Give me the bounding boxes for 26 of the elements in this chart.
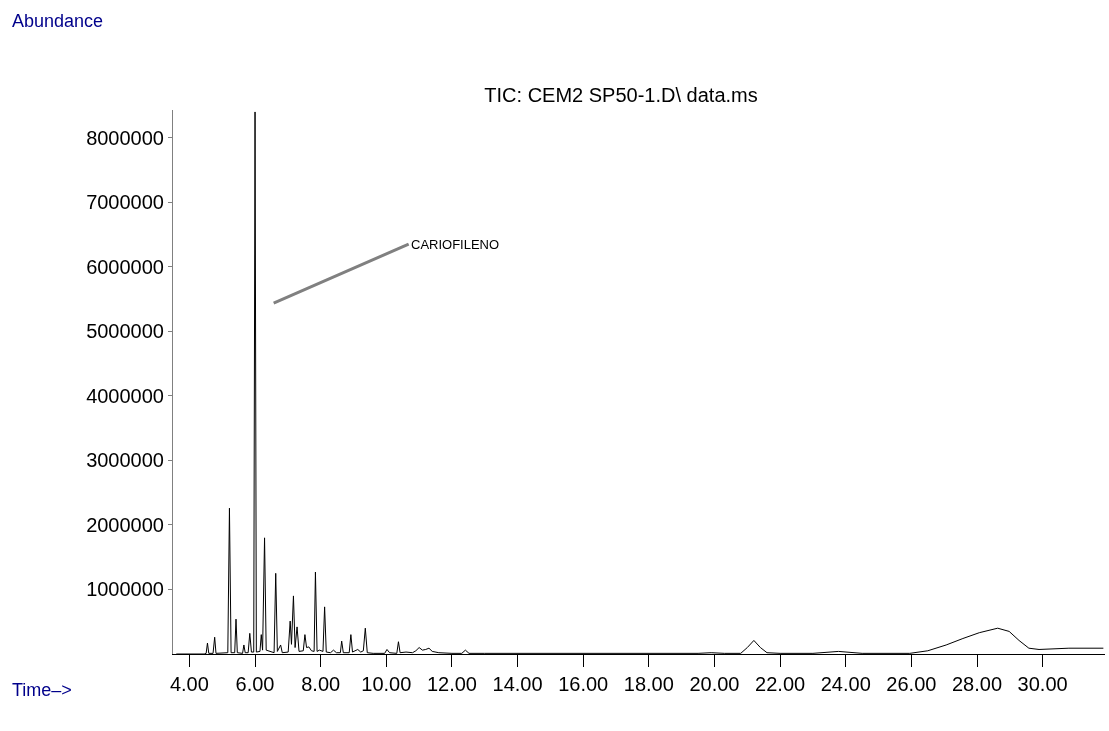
x-tick-label: 18.00 (623, 673, 674, 695)
x-tick-label: 22.00 (755, 673, 806, 695)
x-tick-label: 28.00 (951, 673, 1003, 695)
x-tick-label: 30.00 (1017, 673, 1068, 695)
x-tick-label: 6.00 (235, 673, 275, 695)
y-tick-label: 2000000 (86, 513, 164, 536)
x-tick-label: 20.00 (689, 673, 740, 695)
annotation: CARIOFILENO (411, 237, 500, 252)
x-axis-title: Time–> (12, 680, 72, 700)
x-tick-label: 10.00 (361, 673, 412, 695)
y-tick-label: 4000000 (86, 384, 164, 407)
x-tick-label: 24.00 (820, 673, 871, 695)
x-tick-label: 16.00 (558, 673, 609, 695)
y-tick-label: 8000000 (86, 126, 164, 149)
x-tick-label: 12.00 (426, 673, 477, 695)
y-tick-label: 6000000 (86, 255, 164, 278)
x-tick-label: 4.00 (169, 673, 209, 695)
chart-title: TIC: CEM2 SP50-1.D\ data.ms (484, 84, 758, 107)
y-tick-label: 1000000 (86, 578, 164, 601)
x-tick-label: 8.00 (301, 673, 341, 695)
y-tick-label: 5000000 (86, 320, 164, 343)
y-axis-title: Abundance (12, 11, 104, 31)
x-tick-label: 14.00 (492, 673, 543, 695)
y-tick-label: 3000000 (86, 449, 164, 472)
x-tick-label: 26.00 (886, 673, 937, 695)
y-tick-label: 7000000 (86, 191, 164, 214)
